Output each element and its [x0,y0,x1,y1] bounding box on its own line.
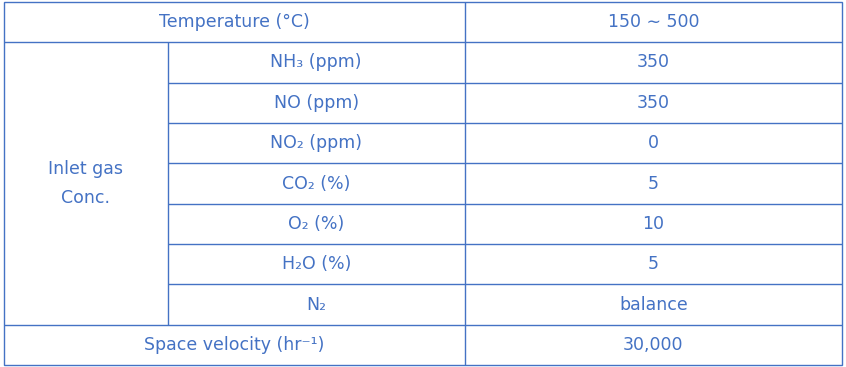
Text: CO₂ (%): CO₂ (%) [282,174,350,193]
Text: 10: 10 [642,215,664,233]
Text: N₂: N₂ [306,295,327,314]
Text: NO₂ (ppm): NO₂ (ppm) [270,134,362,152]
Text: 350: 350 [637,94,670,112]
Text: H₂O (%): H₂O (%) [282,255,351,273]
Text: Temperature (°C): Temperature (°C) [159,13,310,31]
Text: O₂ (%): O₂ (%) [288,215,344,233]
Text: NH₃ (ppm): NH₃ (ppm) [271,53,362,72]
Text: 350: 350 [637,53,670,72]
Text: 150 ∼ 500: 150 ∼ 500 [607,13,699,31]
Text: 5: 5 [648,255,659,273]
Text: Inlet gas
Conc.: Inlet gas Conc. [48,160,124,207]
Text: 5: 5 [648,174,659,193]
Text: NO (ppm): NO (ppm) [273,94,359,112]
Text: Space velocity (hr⁻¹): Space velocity (hr⁻¹) [145,336,325,354]
Text: 30,000: 30,000 [623,336,684,354]
Text: 0: 0 [648,134,659,152]
Text: balance: balance [619,295,688,314]
